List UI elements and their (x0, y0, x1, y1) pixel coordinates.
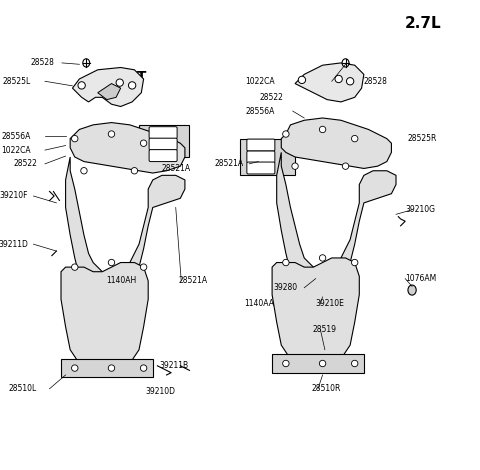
Text: 2.7L: 2.7L (405, 16, 442, 31)
FancyBboxPatch shape (149, 149, 177, 162)
Circle shape (292, 163, 298, 169)
Text: REAR: REAR (320, 70, 362, 84)
Polygon shape (61, 359, 153, 377)
Circle shape (140, 140, 147, 147)
Text: 28528: 28528 (364, 77, 388, 86)
FancyBboxPatch shape (149, 138, 177, 150)
Text: 28510R: 28510R (311, 384, 340, 393)
Text: 39211D: 39211D (0, 240, 28, 249)
Circle shape (108, 259, 115, 266)
Text: 28525R: 28525R (408, 134, 437, 143)
Circle shape (129, 82, 136, 89)
Text: 1076AM: 1076AM (405, 274, 436, 283)
Circle shape (319, 360, 326, 367)
Circle shape (319, 255, 326, 261)
Text: 28521A: 28521A (178, 276, 207, 285)
Circle shape (72, 135, 78, 142)
Text: 28556A: 28556A (2, 132, 31, 141)
Circle shape (351, 360, 358, 367)
PathPatch shape (272, 258, 360, 373)
Circle shape (342, 163, 349, 169)
Text: 1140AH: 1140AH (107, 276, 137, 285)
Circle shape (72, 264, 78, 270)
FancyBboxPatch shape (247, 139, 275, 151)
Text: 28521A: 28521A (162, 164, 191, 173)
PathPatch shape (61, 263, 148, 377)
Text: 28522: 28522 (13, 159, 37, 168)
Circle shape (78, 82, 85, 89)
PathPatch shape (70, 123, 185, 173)
Polygon shape (139, 125, 190, 157)
Text: 39210F: 39210F (0, 191, 28, 201)
Text: 1022CA: 1022CA (1, 146, 31, 155)
FancyBboxPatch shape (247, 151, 275, 163)
Circle shape (116, 79, 123, 86)
Circle shape (283, 360, 289, 367)
Text: 28528: 28528 (30, 58, 54, 67)
PathPatch shape (72, 68, 144, 107)
FancyBboxPatch shape (149, 127, 177, 139)
Circle shape (347, 78, 354, 85)
Text: 39210E: 39210E (316, 299, 345, 308)
Text: 39210G: 39210G (405, 205, 435, 214)
Polygon shape (240, 139, 295, 175)
Text: 28521A: 28521A (215, 159, 244, 168)
Text: 28556A: 28556A (245, 107, 275, 116)
PathPatch shape (295, 63, 364, 102)
Circle shape (283, 259, 289, 266)
Text: FRONT: FRONT (94, 70, 147, 84)
Circle shape (335, 75, 342, 83)
Text: 28510L: 28510L (9, 384, 37, 393)
Circle shape (108, 131, 115, 137)
FancyBboxPatch shape (247, 162, 275, 174)
Text: 39210D: 39210D (146, 386, 176, 396)
Text: 39211B: 39211B (160, 361, 189, 370)
Circle shape (351, 259, 358, 266)
Circle shape (131, 167, 138, 174)
Circle shape (81, 167, 87, 174)
Text: 1140AA: 1140AA (244, 299, 275, 308)
Ellipse shape (342, 59, 349, 67)
Circle shape (283, 131, 289, 137)
Text: 39280: 39280 (273, 283, 297, 292)
Circle shape (319, 126, 326, 133)
Circle shape (140, 264, 147, 270)
Polygon shape (98, 84, 120, 100)
Text: 28519: 28519 (312, 325, 336, 334)
Circle shape (351, 135, 358, 142)
Circle shape (298, 76, 306, 84)
Polygon shape (272, 354, 364, 373)
Circle shape (140, 365, 147, 371)
Ellipse shape (83, 59, 90, 67)
Circle shape (72, 365, 78, 371)
PathPatch shape (281, 118, 391, 168)
PathPatch shape (66, 157, 185, 304)
Text: 28525L: 28525L (3, 77, 31, 86)
Text: 28522: 28522 (260, 93, 284, 102)
Ellipse shape (408, 285, 416, 295)
Circle shape (108, 365, 115, 371)
PathPatch shape (276, 152, 396, 299)
Text: 1022CA: 1022CA (245, 77, 275, 86)
